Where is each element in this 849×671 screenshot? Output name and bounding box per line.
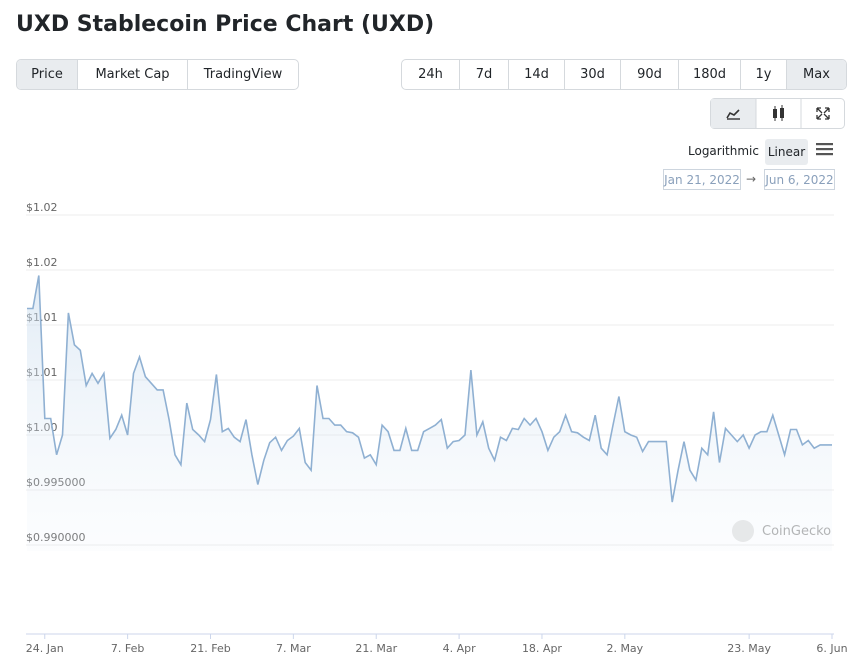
date-from[interactable]: Jan 21, 2022 [663,169,741,190]
scale-option[interactable]: Linear [765,139,808,165]
price-area [27,275,832,551]
scale-option[interactable]: Logarithmic [688,144,759,158]
x-tick-label: 4. Apr [443,642,476,655]
x-tick-label: 7. Feb [111,642,144,655]
tab[interactable]: Price [17,60,78,89]
x-tick-label: 2. May [606,642,643,655]
view-toggle [710,98,845,129]
page-title: UXD Stablecoin Price Chart (UXD) [16,12,435,37]
range-button[interactable]: Max [787,60,846,89]
x-tick-label: 21. Mar [355,642,397,655]
menu-bar [816,143,833,146]
range-button[interactable]: 1y [741,60,787,89]
x-tick-label: 21. Feb [190,642,230,655]
x-tick-label: 6. Jun [816,642,847,655]
menu-icon[interactable] [816,143,834,157]
range-button[interactable]: 14d [509,60,565,89]
x-tick-label: 24. Jan [26,642,64,655]
tab-group: Price Market Cap TradingView [16,59,299,90]
line-view-button[interactable] [711,99,756,128]
range-button[interactable]: 30d [565,60,621,89]
tab[interactable]: TradingView [203,67,283,82]
y-tick-label: $1.02 [26,201,58,214]
x-tick-label: 18. Apr [522,642,562,655]
y-tick-label: $1.02 [26,256,58,269]
range-button[interactable]: 90d [621,60,679,89]
x-tick-label: 7. Mar [276,642,311,655]
menu-bar [816,148,833,151]
price-line [27,275,832,503]
range-group: 24h 7d 14d 30d 90d 180d 1y Max [401,59,847,90]
range-button[interactable]: 180d [679,60,741,89]
range-button[interactable]: 24h [402,60,460,89]
line-icon [726,109,740,119]
tab[interactable]: Market Cap [78,60,188,89]
date-to[interactable]: Jun 6, 2022 [764,169,835,190]
date-arrow: → [746,172,757,186]
menu-bar [816,153,833,156]
expand-icon[interactable] [816,107,830,120]
x-tick-label: 23. May [727,642,771,655]
range-button[interactable]: 7d [460,60,509,89]
